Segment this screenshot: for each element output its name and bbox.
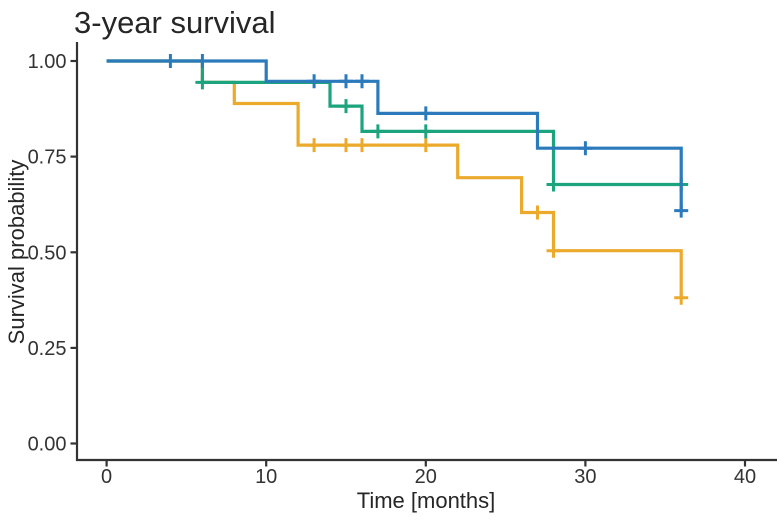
y-tick-label: 0.75 [28, 147, 67, 169]
survival-step-line [106, 59, 682, 187]
x-tick-label: 10 [255, 466, 277, 488]
y-tick-label: 0.50 [28, 242, 67, 264]
chart-title: 3-year survival [74, 5, 276, 40]
censor-plus-marks [195, 75, 689, 192]
x-tick-label: 30 [574, 466, 596, 488]
axes: 0.00 0.25 0.50 0.75 1.00 0 10 20 30 40 [28, 42, 777, 488]
km-curves [106, 54, 689, 305]
censor-plus-marks [163, 54, 689, 218]
km-curve-blue-group [106, 54, 689, 218]
x-tick-label: 40 [734, 466, 756, 488]
km-curve-green-group [106, 59, 689, 192]
x-tick-label: 20 [415, 466, 437, 488]
y-tick-label: 0.25 [28, 338, 67, 360]
y-tick-label: 0.00 [28, 434, 67, 456]
x-tick-label: 0 [101, 466, 112, 488]
y-tick-label: 1.00 [28, 51, 67, 73]
axis-spine [75, 42, 777, 462]
y-axis-label: Survival probability [4, 160, 29, 345]
censor-plus-marks [307, 138, 689, 305]
survival-step-line [106, 59, 683, 298]
x-axis-label: Time [months] [357, 488, 496, 513]
survival-step-line [106, 59, 683, 211]
